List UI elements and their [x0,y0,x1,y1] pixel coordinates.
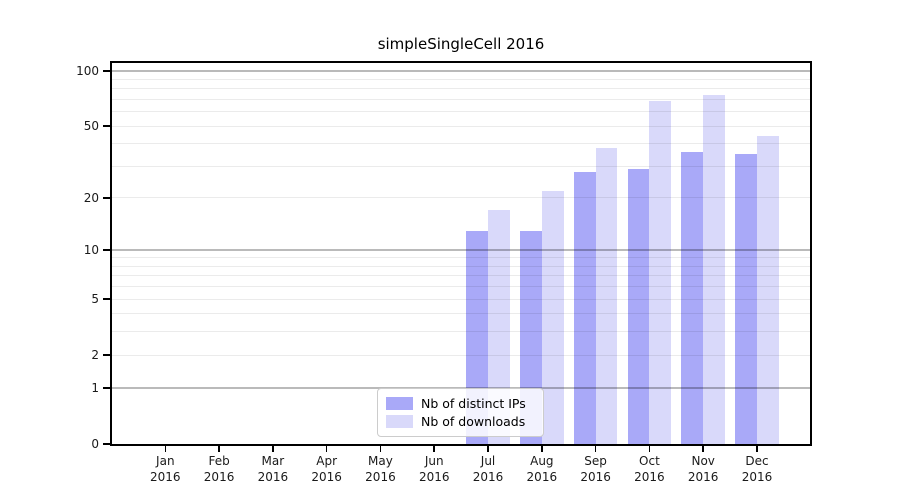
gridline-y-60 [112,111,810,113]
x-tick-label-jul: Jul 2016 [472,454,504,484]
x-tick-label-jan: Jan 2016 [150,454,181,484]
legend-label-distinct-ips: Nb of distinct IPs [421,396,526,411]
x-tick-label-jun: Jun 2016 [418,454,450,484]
bar-sep-distinct-ips [573,171,596,444]
y-tick-50 [103,125,110,128]
y-tick-label-10: 10 [83,243,99,258]
gridline-y-10 [112,249,810,251]
x-tick-aug [541,446,543,452]
x-tick-label-sep: Sep 2016 [580,454,611,484]
y-tick-10 [103,249,110,251]
gridline-y-40 [112,143,810,145]
x-tick-mar [272,446,274,452]
y-tick-label-5: 5 [91,292,99,307]
x-tick-label-dec: Dec 2016 [741,454,773,484]
bar-oct-downloads [649,100,672,444]
gridline-y-50 [112,125,810,127]
bar-dec-distinct-ips [735,154,757,444]
y-tick-label-50: 50 [83,119,99,134]
bar-nov-distinct-ips [681,152,704,444]
gridline-y-20 [112,197,810,199]
gridline-y-100 [112,70,810,72]
gridline-y-4 [112,313,810,315]
y-tick-label-2: 2 [91,348,99,363]
gridline-y-6 [112,286,810,288]
y-tick-label-20: 20 [83,190,99,205]
y-tick-label-0: 0 [91,437,99,451]
x-tick-nov [702,446,704,452]
gridline-y-7 [112,275,810,277]
y-tick-20 [103,197,110,199]
x-tick-label-nov: Nov 2016 [687,454,719,484]
x-tick-dec [756,446,758,452]
gridline-y-70 [112,98,810,100]
legend-swatch-distinct-ips-icon [386,397,413,410]
gridline-y-5 [112,298,810,300]
y-tick-0 [103,443,110,445]
bar-sep-downloads [595,147,618,444]
y-tick-label-1: 1 [91,380,99,395]
gridline-y-1 [112,387,810,389]
bar-dec-downloads [756,136,779,444]
bar-oct-distinct-ips [627,169,650,444]
legend-entry-distinct-ips: Nb of distinct IPs [386,396,543,411]
gridline-y-30 [112,165,810,167]
x-tick-label-may: May 2016 [365,454,396,484]
legend-swatch-downloads-icon [386,415,413,428]
x-tick-label-aug: Aug 2016 [526,454,558,484]
x-tick-oct [648,446,651,452]
legend-entry-downloads: Nb of downloads [386,414,543,429]
bar-jul-downloads [488,210,510,444]
gridline-y-8 [112,265,810,267]
x-tick-jul [487,446,489,452]
bar-nov-downloads [703,95,725,444]
x-tick-feb [218,446,220,452]
gridline-y-2 [112,354,810,356]
x-tick-sep [594,446,597,452]
y-tick-label-100: 100 [76,64,99,78]
x-tick-may [379,446,382,452]
y-tick-1 [103,387,110,389]
gridline-y-9 [112,257,810,259]
x-tick-jun [433,446,436,452]
x-tick-jan [164,446,167,452]
legend-label-downloads: Nb of downloads [421,414,526,429]
x-tick-label-feb: Feb 2016 [203,454,235,484]
x-tick-apr [325,446,328,452]
x-tick-label-apr: Apr 2016 [311,454,342,484]
legend: Nb of distinct IPs Nb of downloads [377,388,544,437]
gridline-y-90 [112,78,810,80]
y-tick-100 [103,70,110,72]
x-tick-label-oct: Oct 2016 [634,454,665,484]
y-tick-2 [103,354,110,356]
gridline-y-80 [112,88,810,90]
bar-aug-downloads [541,190,564,444]
chart-title: simpleSingleCell 2016 [377,35,545,53]
x-tick-label-mar: Mar 2016 [257,454,289,484]
gridline-y-3 [112,331,810,333]
y-tick-5 [103,298,110,300]
